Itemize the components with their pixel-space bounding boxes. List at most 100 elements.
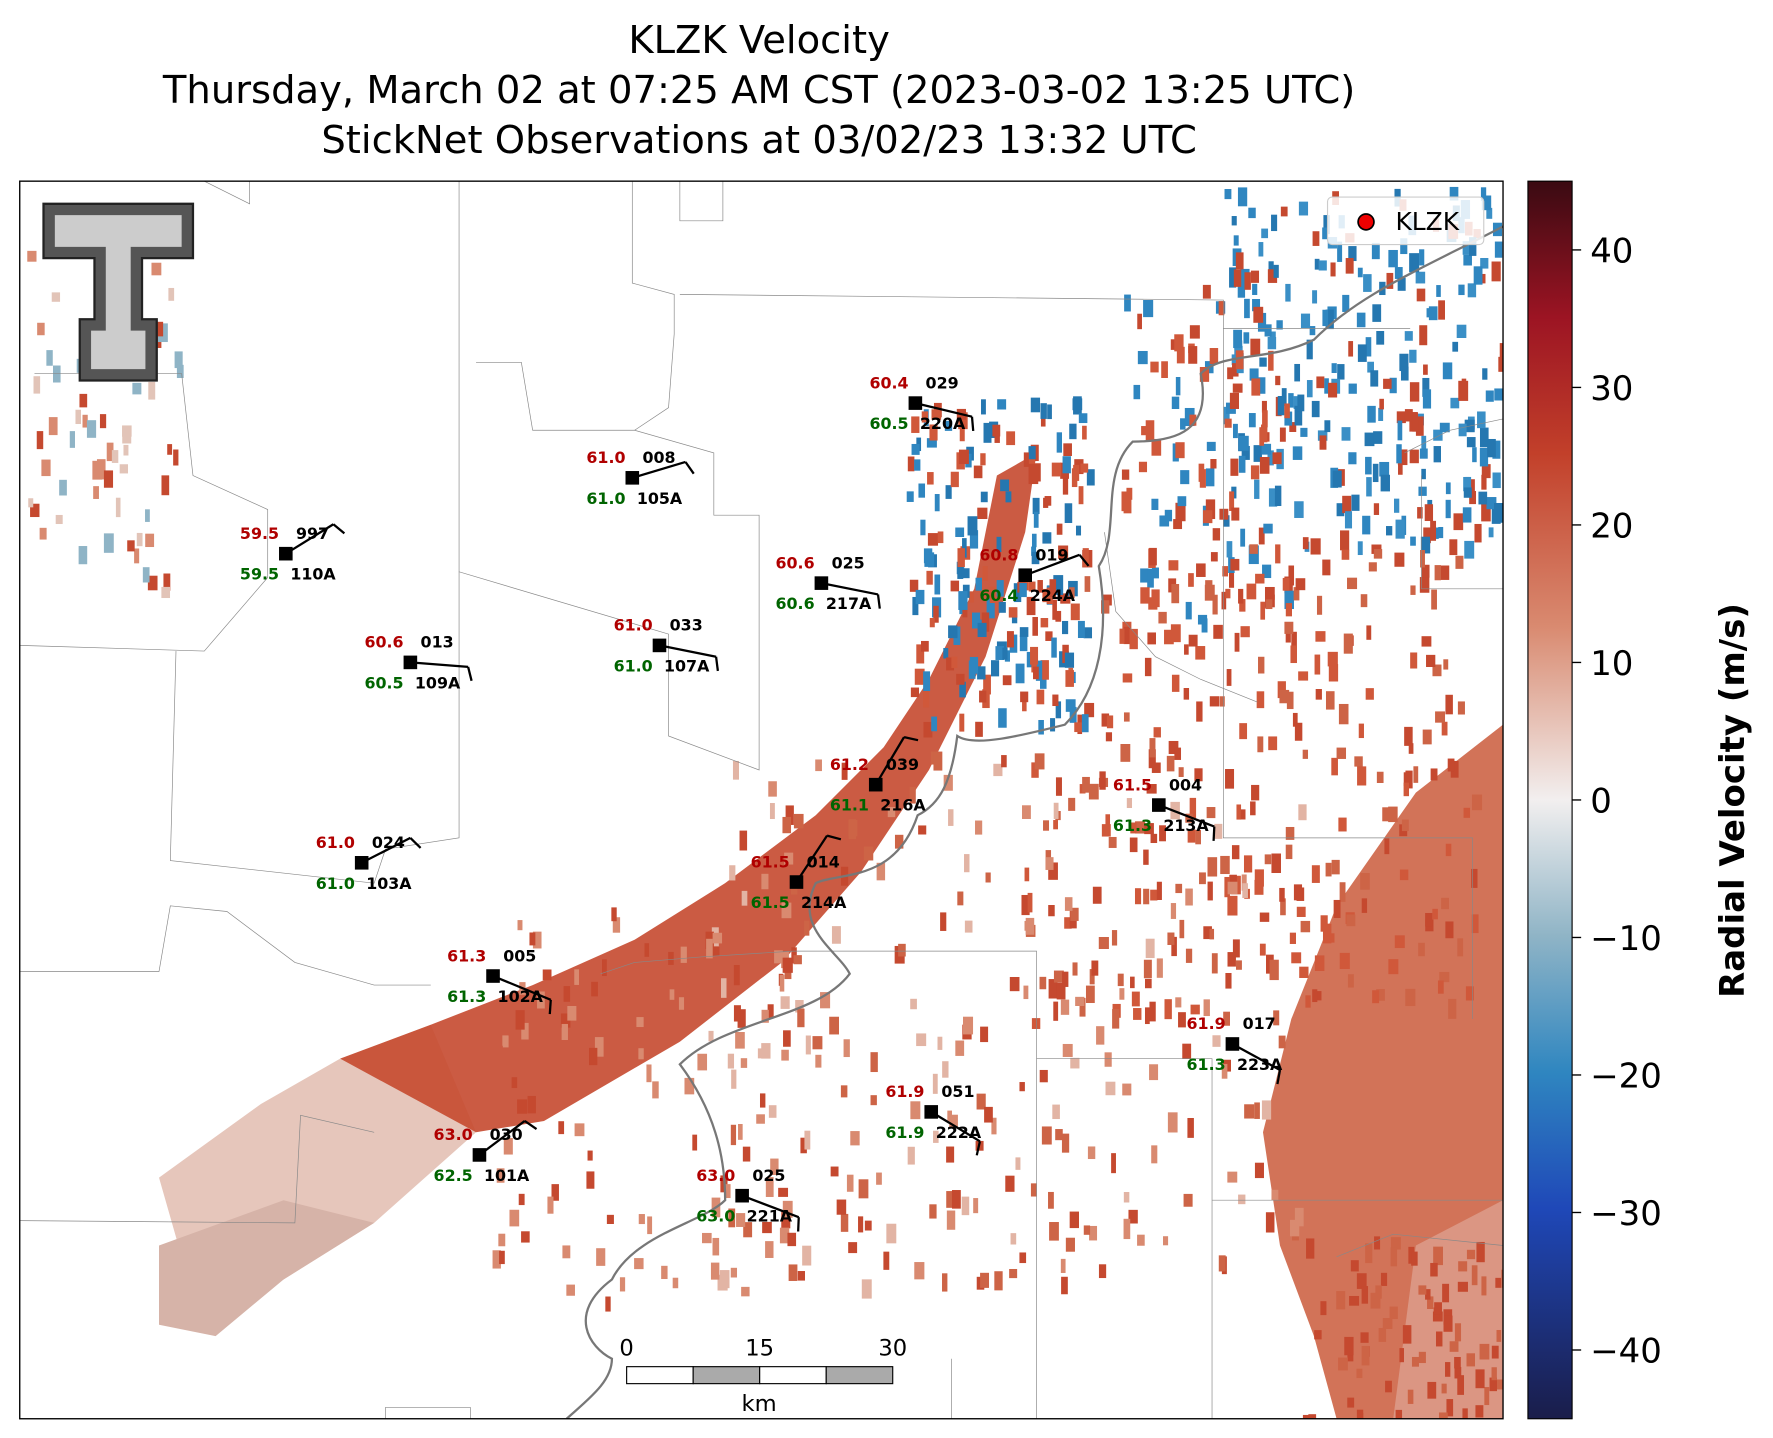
wind-barb <box>478 1120 526 1156</box>
echo-gate <box>1464 540 1475 559</box>
echo-gate <box>69 431 76 448</box>
echo-gate <box>1123 1192 1130 1203</box>
echo-gate <box>1246 583 1257 600</box>
echo-gate <box>1258 527 1265 545</box>
echo-gate <box>1441 897 1449 910</box>
echo-gate <box>1473 266 1483 285</box>
echo-gate <box>176 364 184 379</box>
echo-gate <box>1053 584 1062 595</box>
echo-gate <box>1439 422 1450 433</box>
echo-gate <box>883 1251 890 1270</box>
echo-gate <box>1151 438 1162 456</box>
echo-gate <box>937 531 944 544</box>
echo-gate <box>1242 883 1248 898</box>
station-marker <box>908 396 923 410</box>
echo-gate <box>1357 267 1363 278</box>
echo-gate <box>910 998 917 1010</box>
echo-gate <box>37 322 45 336</box>
echo-gate <box>1447 758 1455 772</box>
echo-band <box>340 452 1037 1133</box>
echo-gate <box>743 1222 753 1238</box>
scale-segment <box>692 1366 761 1385</box>
echo-gate <box>989 586 996 604</box>
echo-gate <box>1285 826 1295 840</box>
echo-gate <box>1044 496 1052 506</box>
echo-gate <box>1171 584 1180 604</box>
echo-gate <box>1272 452 1282 465</box>
echo-gate <box>948 625 958 639</box>
echo-gate <box>1254 869 1264 887</box>
echo-gate <box>1404 409 1413 422</box>
echo-gate <box>1336 1291 1346 1310</box>
echo-gate <box>831 926 841 944</box>
station-dewpoint: 61.3 <box>1187 1055 1226 1074</box>
echo-gate <box>1299 966 1309 978</box>
echo-gate <box>174 351 183 369</box>
echo-gate <box>1255 573 1265 584</box>
echo-gate <box>1062 475 1069 495</box>
wind-barb-flag <box>1212 826 1216 841</box>
echo-gate <box>1403 772 1412 786</box>
echo-gate <box>1471 914 1479 934</box>
echo-gate <box>1175 502 1186 522</box>
legend: KLZK <box>1326 196 1485 246</box>
echo-gate <box>741 1286 750 1297</box>
station-pressure: 014 <box>807 852 840 871</box>
echo-gate <box>1284 590 1294 610</box>
echo-gate <box>1052 1104 1060 1120</box>
echo-gate <box>735 1031 745 1049</box>
echo-gate <box>1269 959 1279 981</box>
echo-gate <box>1479 447 1489 467</box>
station-pressure: 030 <box>490 1125 523 1144</box>
echo-gate <box>1050 718 1056 732</box>
echo-gate <box>1252 283 1258 295</box>
echo-gate <box>1002 675 1012 686</box>
echo-gate <box>876 862 886 881</box>
echo-gate <box>1205 499 1216 520</box>
echo-gate <box>1367 361 1374 373</box>
echo-gate <box>558 1121 565 1135</box>
echo-gate <box>1410 536 1416 546</box>
station-id: 105A <box>637 489 683 508</box>
echo-gate <box>1438 1412 1448 1419</box>
echo-gate <box>1098 936 1109 950</box>
echo-gate <box>1151 567 1159 579</box>
echo-gate <box>927 533 939 546</box>
echo-gate <box>1361 1286 1369 1304</box>
echo-gate <box>1096 1026 1105 1045</box>
echo-gate <box>1285 603 1292 617</box>
scale-bar: km 0 15 30 <box>619 1335 907 1416</box>
echo-gate <box>1083 627 1093 639</box>
echo-gate <box>1419 577 1430 593</box>
echo-gate <box>1038 719 1044 735</box>
echo-gate <box>962 1016 974 1035</box>
echo-gate <box>1316 595 1323 615</box>
echo-gate <box>1101 713 1110 727</box>
echo-gate <box>1134 888 1142 905</box>
echo-gate <box>1161 361 1168 379</box>
echo-gate <box>1032 616 1038 636</box>
echo-gate <box>1227 1171 1238 1183</box>
echo-gate <box>92 460 103 480</box>
echo-gate <box>1035 660 1043 681</box>
station-dewpoint: 61.1 <box>830 796 869 815</box>
echo-gate <box>1188 634 1198 647</box>
echo-gate <box>994 1271 1003 1291</box>
echo-gate <box>911 416 920 433</box>
echo-gate <box>1420 550 1425 568</box>
echo-gate <box>1253 445 1262 462</box>
wind-barb <box>915 401 973 418</box>
echo-gate <box>1312 290 1318 304</box>
echo-gate <box>1073 396 1082 415</box>
echo-gate <box>980 1272 990 1288</box>
echo-band <box>159 1200 375 1337</box>
echo-gate <box>1210 552 1218 562</box>
echo-gate <box>561 1023 568 1040</box>
echo-gate <box>1376 771 1384 783</box>
echo-gate <box>739 830 748 851</box>
echo-gate <box>1055 610 1062 622</box>
echo-gate <box>923 721 933 738</box>
echo-gate <box>1337 241 1343 262</box>
echo-gate <box>1496 1379 1504 1390</box>
echo-gate <box>1366 477 1372 497</box>
